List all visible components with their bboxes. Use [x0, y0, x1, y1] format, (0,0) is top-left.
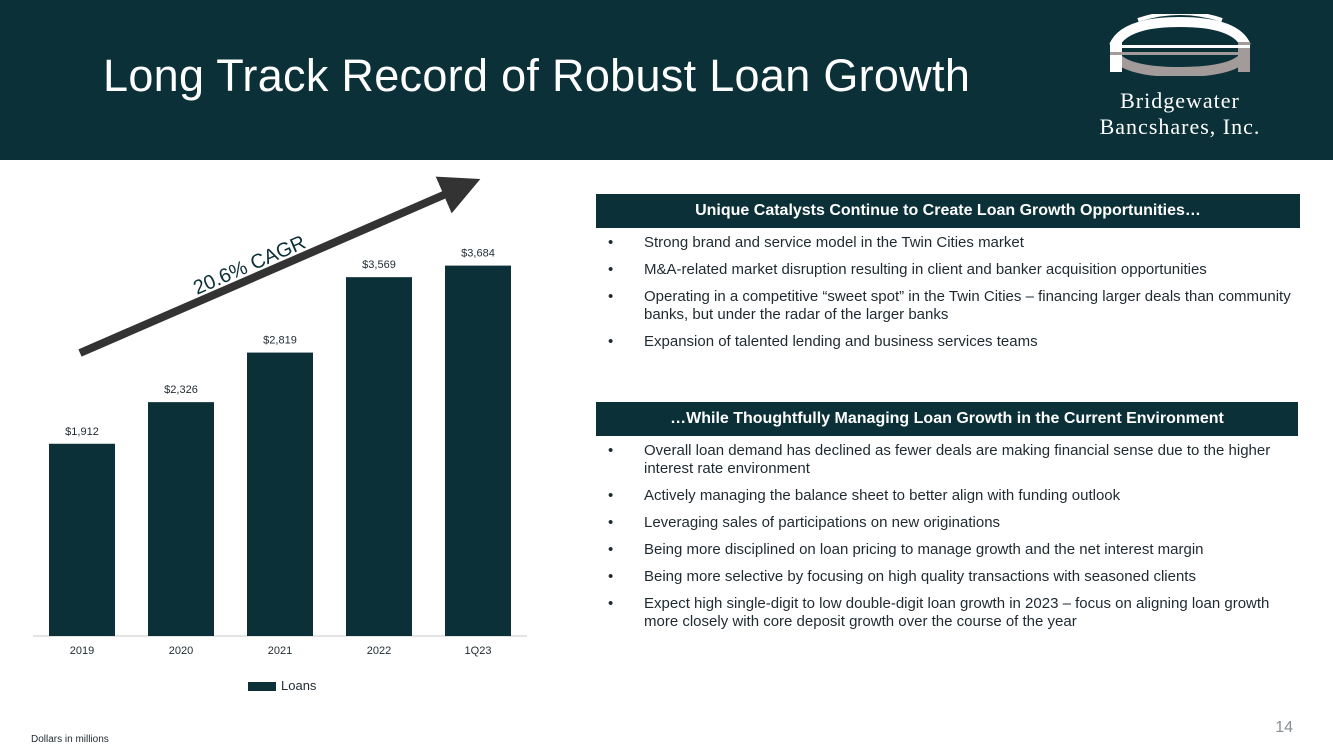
bridge-arch-icon: [1109, 14, 1251, 76]
list-item: Operating in a competitive “sweet spot” …: [608, 288, 1298, 324]
catalysts-heading: Unique Catalysts Continue to Create Loan…: [596, 194, 1300, 228]
managing-list: Overall loan demand has declined as fewe…: [608, 442, 1298, 640]
data-label: $3,684: [461, 248, 495, 260]
managing-heading: …While Thoughtfully Managing Loan Growth…: [596, 402, 1298, 436]
data-label: $2,819: [263, 335, 297, 347]
bar-2020: [148, 402, 214, 636]
bar-1Q23: [445, 265, 511, 636]
list-item: Expect high single-digit to low double-d…: [608, 595, 1298, 631]
footnote: Dollars in millions: [31, 734, 109, 745]
data-label: $3,569: [362, 259, 396, 271]
page-number: 14: [1275, 719, 1293, 736]
logo-text-line2: Bancshares, Inc.: [1099, 114, 1261, 139]
list-item: M&A-related market disruption resulting …: [608, 261, 1298, 279]
bars: $1,912 2019 $2,326 2020 $2,819 2021 $3,569 2022…: [49, 248, 511, 657]
list-item: Leveraging sales of participations on ne…: [608, 514, 1298, 532]
company-logo: Bridgewater Bancshares, Inc.: [1060, 14, 1300, 144]
bar-2019: [49, 443, 115, 636]
list-item: Being more selective by focusing on high…: [608, 568, 1298, 586]
list-item: Actively managing the balance sheet to b…: [608, 487, 1298, 505]
list-item: Being more disciplined on loan pricing t…: [608, 541, 1298, 559]
header-banner: [0, 0, 1333, 160]
page-title: Long Track Record of Robust Loan Growth: [103, 50, 971, 101]
bar-2021: [247, 352, 313, 636]
list-item: Expansion of talented lending and busine…: [608, 333, 1298, 351]
list-item: Overall loan demand has declined as fewe…: [608, 442, 1298, 478]
x-tick-label: 2019: [70, 645, 94, 657]
bar-2022: [346, 277, 412, 636]
legend-label: Loans: [281, 678, 317, 693]
data-label: $1,912: [65, 426, 99, 438]
x-tick-label: 2021: [268, 645, 292, 657]
x-tick-label: 1Q23: [465, 645, 492, 657]
catalysts-list: Strong brand and service model in the Tw…: [608, 234, 1298, 360]
data-label: $2,326: [164, 384, 198, 396]
x-tick-label: 2022: [367, 645, 391, 657]
legend-swatch: [248, 682, 276, 691]
cagr-arrow: [78, 176, 481, 357]
loans-bar-chart: 20.6% CAGR $1,9122019$2,3262020$2,819202…: [33, 176, 527, 693]
x-tick-label: 2020: [169, 645, 193, 657]
logo-text-line1: Bridgewater: [1120, 88, 1240, 113]
list-item: Strong brand and service model in the Tw…: [608, 234, 1298, 252]
